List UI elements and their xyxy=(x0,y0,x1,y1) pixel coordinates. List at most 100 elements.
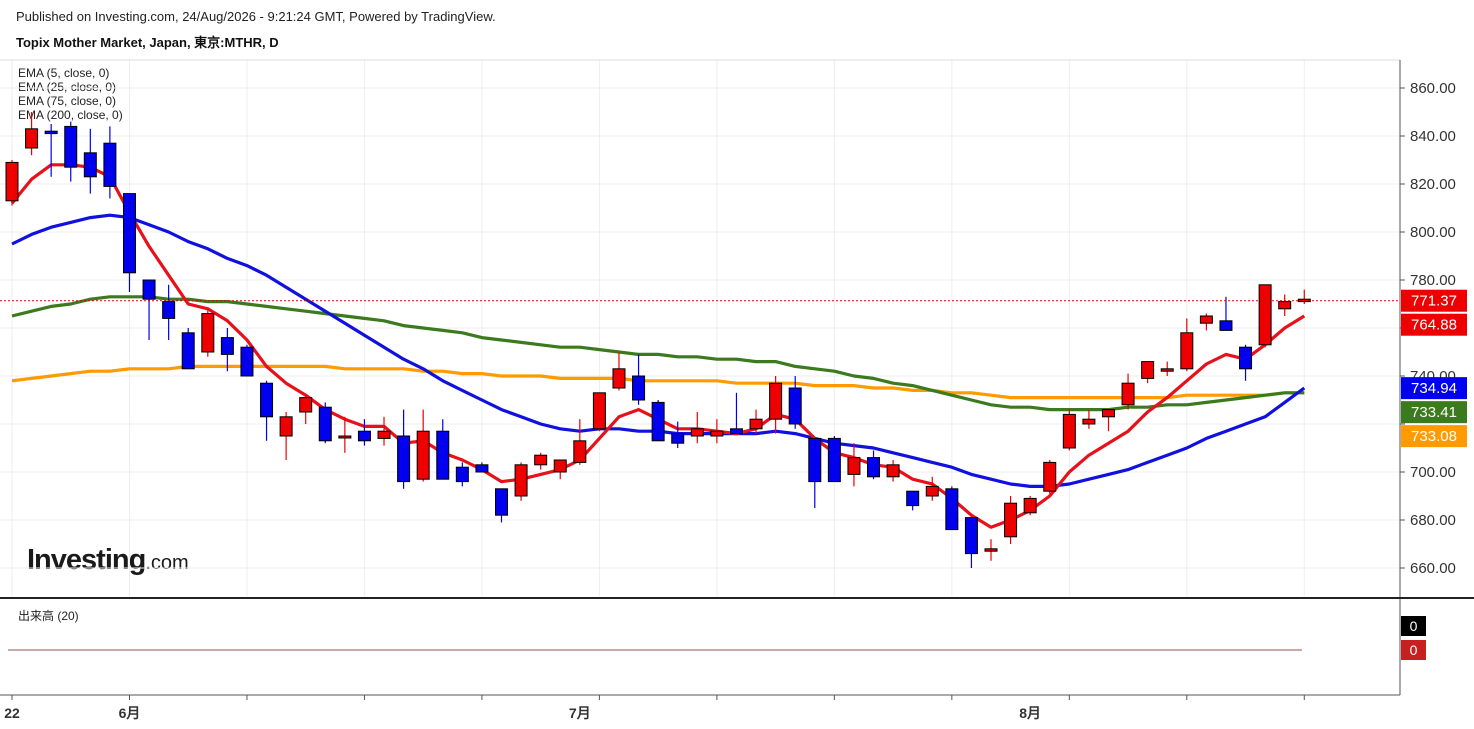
candle-up xyxy=(690,428,704,437)
candle-down xyxy=(1239,346,1253,370)
time-tick-label: 22 xyxy=(4,705,20,721)
price-tick-label: 780.00 xyxy=(1410,272,1456,289)
candle-up xyxy=(1004,502,1018,538)
candle-up xyxy=(769,382,783,420)
price-badge-value: 733.08 xyxy=(1411,428,1457,445)
candle-down xyxy=(220,337,234,355)
candle-up xyxy=(534,454,548,466)
candle-up xyxy=(25,128,39,149)
candle-up xyxy=(1258,284,1272,346)
candle-up xyxy=(1160,368,1174,372)
candle-down xyxy=(83,152,97,178)
candle-up xyxy=(1121,382,1135,406)
price-badge xyxy=(1401,401,1467,424)
candle-up xyxy=(553,459,567,473)
volume-pane: 0 0 xyxy=(8,616,1426,660)
volume-badge-red xyxy=(1401,640,1426,660)
candle-down xyxy=(122,193,136,274)
candle-up xyxy=(1082,418,1096,425)
candle-down xyxy=(964,517,978,555)
candle-down xyxy=(240,346,254,377)
candle-up xyxy=(984,548,998,552)
candle-up xyxy=(1141,361,1155,379)
candle-up xyxy=(612,368,626,389)
candle-down xyxy=(906,490,920,507)
candle-down xyxy=(632,375,646,401)
candle-down xyxy=(44,130,58,135)
price-badge xyxy=(1401,425,1467,448)
legend-ema75[interactable]: EMA (75, close, 0) xyxy=(18,94,117,108)
price-tick-label: 680.00 xyxy=(1410,512,1456,529)
time-tick-labels: 22 6月 7月 8月 xyxy=(4,705,1041,721)
volume-badge-black-value: 0 xyxy=(1410,618,1418,634)
price-badge xyxy=(1401,289,1467,312)
candle-up xyxy=(377,430,391,439)
price-badge-value: 764.88 xyxy=(1411,317,1457,334)
candle-up xyxy=(416,430,430,480)
candle-up xyxy=(338,435,352,439)
candle-down xyxy=(142,279,156,300)
ema200-line xyxy=(11,364,1305,400)
investing-logo: Investing.com xyxy=(27,544,189,577)
candle-up xyxy=(299,397,313,413)
candle-up xyxy=(1043,461,1057,492)
candle-up xyxy=(1101,409,1115,418)
legend-ema200[interactable]: EMA (200, close, 0) xyxy=(18,108,123,122)
candle-down xyxy=(64,125,78,168)
candle-up xyxy=(749,418,763,430)
volume-badge-black xyxy=(1401,616,1426,636)
candle-up xyxy=(847,457,861,475)
chart-symbol-title: Topix Mother Market, Japan, 東京:MTHR, D xyxy=(16,35,279,50)
candle-down xyxy=(651,401,665,442)
candle-down xyxy=(455,466,469,483)
candle-up xyxy=(201,313,215,353)
price-tick-label: 860.00 xyxy=(1410,80,1456,97)
time-tick-label: 6月 xyxy=(119,705,141,721)
candle-down xyxy=(495,488,508,516)
candle-down xyxy=(808,437,822,483)
candle-down xyxy=(788,387,802,425)
candle-down xyxy=(357,430,371,442)
candle-down xyxy=(397,435,411,483)
volume-indicator-label[interactable]: 出来高 (20) xyxy=(18,609,79,623)
price-tick-label: 660.00 xyxy=(1410,560,1456,577)
candle-down xyxy=(945,488,959,531)
time-tick-label: 8月 xyxy=(1019,705,1041,721)
logo-main: Investing xyxy=(27,544,146,576)
price-badge-value: 771.37 xyxy=(1411,293,1457,310)
candle-up xyxy=(514,464,528,497)
candle-down xyxy=(260,382,274,418)
price-badges: 771.37 764.88 734.94 733.41 733.08 xyxy=(1401,289,1467,448)
price-badge xyxy=(1401,377,1467,400)
candle-down xyxy=(729,428,743,435)
candle-down xyxy=(181,332,195,370)
price-tick-label: 840.00 xyxy=(1410,128,1456,145)
price-badge xyxy=(1401,313,1467,336)
time-tick-label: 7月 xyxy=(569,705,591,721)
chart-axes xyxy=(0,59,1474,696)
indicator-legend: EMA (5, close, 0) EMA (25, close, 0) EMA… xyxy=(18,66,123,122)
legend-ema5[interactable]: EMA (5, close, 0) xyxy=(18,66,110,80)
candle-up xyxy=(1199,315,1213,324)
published-info: Published on Investing.com, 24/Aug/2026 … xyxy=(16,9,496,24)
candle-up xyxy=(279,416,293,437)
candle-up xyxy=(886,464,900,478)
candle-up xyxy=(1180,332,1194,370)
price-badge-value: 733.41 xyxy=(1411,404,1457,421)
candle-down xyxy=(318,406,332,442)
price-badge-value: 734.94 xyxy=(1411,380,1457,397)
candlesticks xyxy=(5,112,1311,568)
price-tick-labels: 660.00680.00700.00740.00780.00800.00820.… xyxy=(1400,80,1456,577)
legend-ema25[interactable]: EMA (25, close, 0) xyxy=(18,80,117,94)
candle-down xyxy=(671,433,685,444)
candle-down xyxy=(475,464,489,473)
candle-up xyxy=(573,440,587,463)
candle-down xyxy=(436,430,450,480)
candle-down xyxy=(827,437,841,483)
candle-up xyxy=(592,392,606,430)
price-tick-label: 700.00 xyxy=(1410,464,1456,481)
candle-up xyxy=(1062,413,1076,449)
candle-up xyxy=(710,430,724,437)
price-tick-label: 820.00 xyxy=(1410,176,1456,193)
